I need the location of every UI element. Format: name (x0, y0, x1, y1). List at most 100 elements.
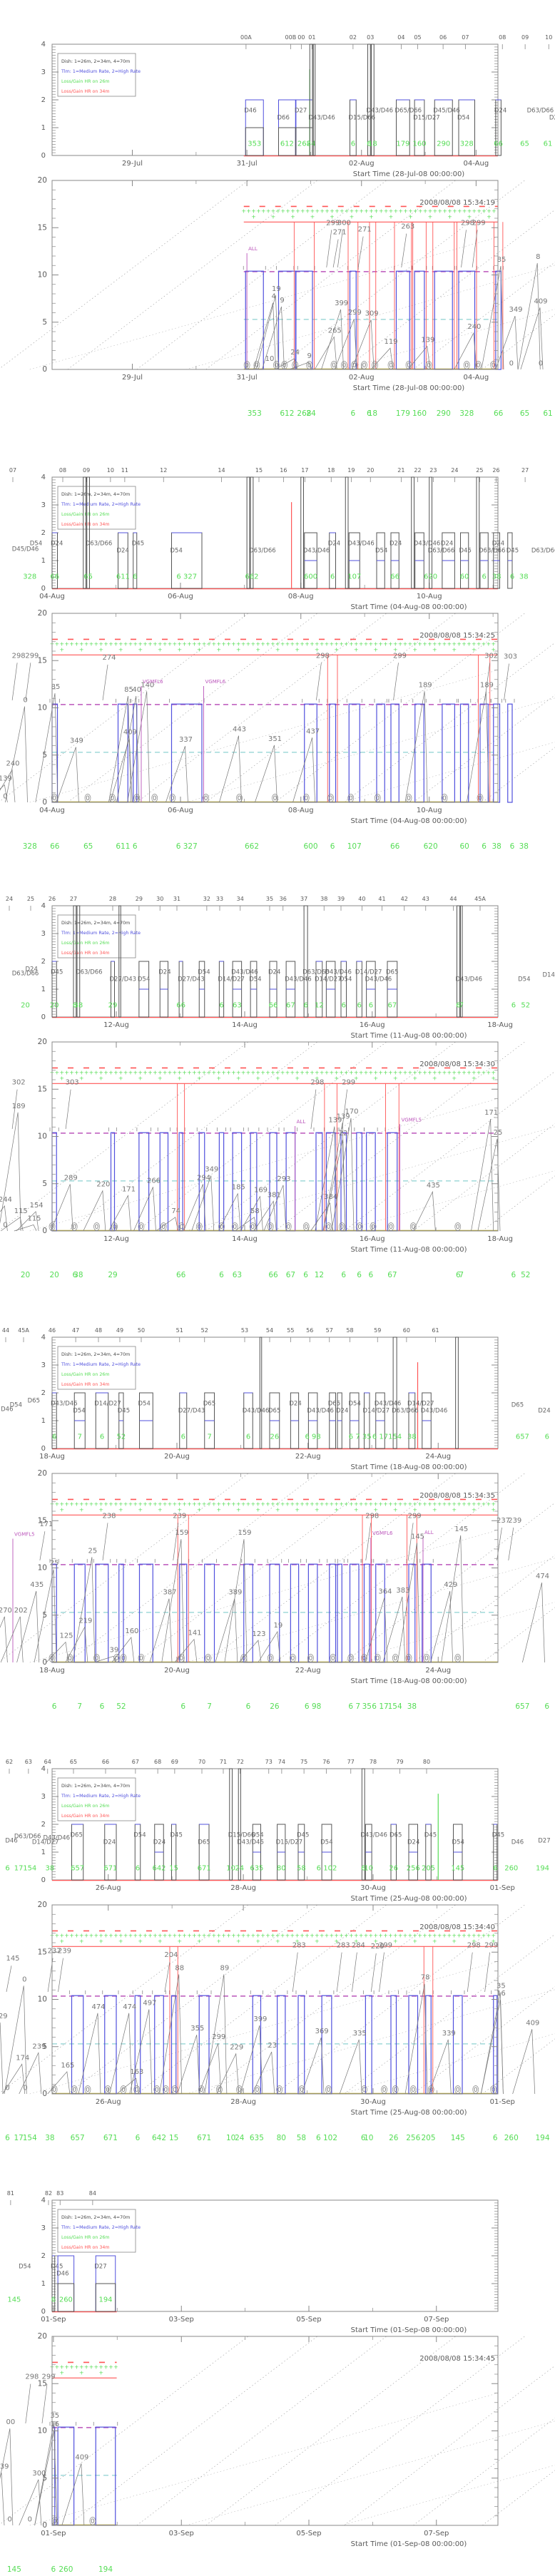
green-plus: + (79, 1501, 84, 1507)
event-label: ALL (248, 246, 258, 252)
station-label: D54 (375, 547, 387, 554)
track-number: 07 (9, 467, 16, 474)
zero-value: 0 (407, 1655, 411, 1662)
station-label: D54 (340, 976, 352, 983)
station-label: D24 (389, 541, 402, 548)
fill-value: 294 (197, 1174, 210, 1182)
green-plus: + (315, 646, 320, 653)
green-plus: + (393, 1932, 398, 1938)
green-plus: + (432, 1506, 437, 1513)
green-plus: + (55, 1069, 60, 1075)
green-plus: + (123, 1069, 128, 1075)
playback-bar (395, 270, 410, 370)
fill-value: 23 (268, 2042, 277, 2050)
pass-bar: D24 (289, 1392, 302, 1449)
loss-gain-value: 65 (83, 573, 93, 581)
fill-sawtooth (322, 1140, 346, 1232)
loss-gain-total: 10 (226, 2134, 235, 2142)
station-label: D43/D46 (375, 1401, 402, 1408)
guide-diagonal (342, 1170, 555, 1232)
green-plus: + (389, 213, 394, 220)
green-plus: + (374, 208, 379, 214)
green-plus: + (113, 1069, 118, 1075)
station-label: D43/D46 (51, 1401, 78, 1408)
green-plus: + (255, 1075, 260, 1081)
start-time-label: Start Time (01-Sep-08 00:00:00) (351, 2326, 467, 2334)
green-plus: + (108, 1932, 113, 1938)
loss-gain-total: 7 (459, 1271, 464, 1279)
track-number: 12 (160, 467, 167, 474)
green-plus: + (113, 1932, 118, 1938)
fill-sawtooth (19, 2479, 42, 2526)
fill-value: 299 (212, 2033, 225, 2041)
fill-value: 219 (78, 1617, 92, 1625)
date-tick: 03-Sep (169, 2530, 194, 2537)
plot-timestamp: 2008/08/08 15:34:25 (419, 632, 495, 640)
legend-hr34: Loss/Gain HR on 34m (61, 2245, 110, 2250)
track-number: 65 (70, 1759, 77, 1765)
loss-gain-value: 353 (248, 140, 261, 148)
green-plus: + (113, 2363, 118, 2370)
green-plus: + (231, 1069, 236, 1075)
loss-gain-total: 145 (451, 2134, 465, 2142)
fill-value: 429 (0, 2013, 8, 2020)
green-plus: + (158, 646, 163, 653)
green-plus: + (354, 1075, 359, 1081)
fill-sawtooth (83, 1190, 106, 1232)
loss-gain-value: 7 (207, 1433, 211, 1441)
green-plus: + (236, 1506, 241, 1513)
fill-value: 271 (333, 229, 347, 237)
loss-gain-total: 10 (364, 2134, 373, 2142)
green-plus: + (143, 640, 148, 647)
station-label-bleed: D54 (10, 1402, 22, 1409)
fill-value: 115 (14, 1207, 28, 1215)
green-plus: + (432, 640, 437, 647)
loss-gain-value: 26 (389, 1864, 398, 1872)
green-plus: + (55, 640, 60, 647)
fill-value: 497 (143, 1999, 156, 2007)
station-label: D43/D46 (303, 547, 330, 554)
green-plus: + (339, 1932, 344, 1938)
station-label-bleed: D24 (26, 966, 38, 973)
fill-value: 115 (27, 1215, 41, 1222)
green-plus: + (467, 208, 472, 214)
date-tick: 18-Aug (487, 1021, 513, 1029)
fill-sawtooth (166, 746, 188, 803)
start-time-label: Start Time (28-Jul-08 00:00:00) (353, 170, 465, 178)
loss-gain-total: 6 (511, 1271, 516, 1279)
fill-connector (292, 1952, 298, 1992)
zero-value: 0 (153, 795, 157, 802)
green-plus: + (182, 1069, 187, 1075)
fill-sawtooth (216, 2053, 240, 2095)
date-tick: 14-Aug (232, 1235, 258, 1243)
green-plus: + (182, 640, 187, 647)
loss-gain-total: 24 (306, 409, 316, 418)
loss-gain-total: 6 (180, 1702, 185, 1711)
fill-value: 303 (66, 1079, 79, 1087)
date-tick: 08-Aug (288, 807, 314, 814)
track-number: 33 (216, 896, 223, 902)
green-plus: + (163, 1501, 168, 1507)
green-plus: + (280, 1501, 285, 1507)
green-plus: + (59, 1501, 64, 1507)
green-plus: + (350, 208, 355, 214)
green-plus: + (89, 1069, 94, 1075)
green-plus: + (300, 1069, 305, 1075)
green-plus: + (393, 1069, 398, 1075)
green-plus: + (84, 1069, 89, 1075)
top-ytick: 0 (41, 1876, 46, 1884)
fill-sawtooth (156, 1217, 179, 1232)
zero-value: 0 (242, 1655, 246, 1662)
green-plus: + (79, 1075, 84, 1081)
loss-gain-total: 66 (390, 842, 400, 851)
track-number: 52 (201, 1327, 208, 1334)
zero-value: 0 (456, 1224, 460, 1231)
green-plus: + (98, 1501, 103, 1507)
green-plus: + (216, 1069, 221, 1075)
green-plus: + (305, 640, 310, 647)
green-plus: + (255, 1932, 260, 1938)
